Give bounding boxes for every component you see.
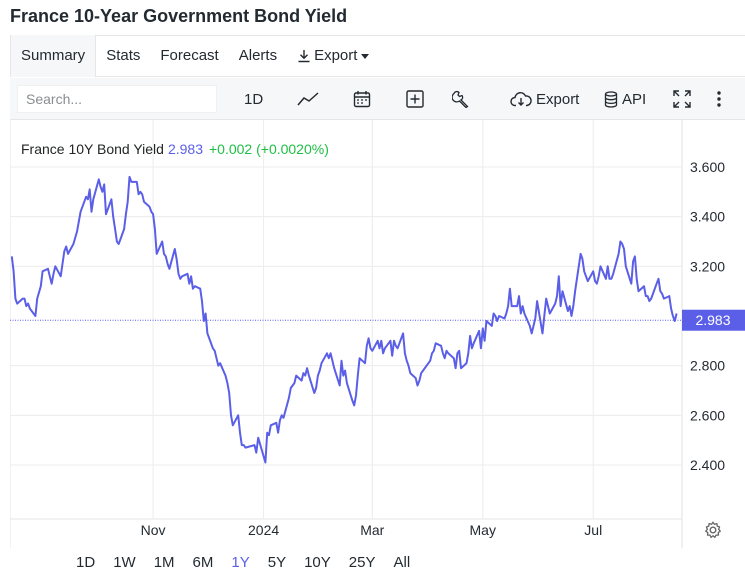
more-options-button[interactable] xyxy=(716,86,722,112)
y-tick-label: 3.400 xyxy=(690,209,725,225)
plus-square-icon xyxy=(406,90,424,108)
tab-summary[interactable]: Summary xyxy=(10,35,97,77)
fullscreen-icon xyxy=(673,90,691,108)
settings-tool-button[interactable] xyxy=(452,86,470,112)
gear-icon xyxy=(705,521,721,539)
tab-stats[interactable]: Stats xyxy=(106,47,141,64)
range-5y[interactable]: 5Y xyxy=(267,554,287,569)
chart-grid xyxy=(10,120,683,548)
chart-legend: France 10Y Bond Yield 2.983 +0.002 (+0.002… xyxy=(21,141,329,157)
y-tick-label: 3.200 xyxy=(690,258,725,274)
x-tick-label: Nov xyxy=(141,522,166,538)
current-value-label: 2.983 xyxy=(695,312,730,328)
y-axis-ticks: 3.600 3.400 3.200 2.800 2.600 2.400 xyxy=(690,159,725,473)
y-tick-label: 2.400 xyxy=(690,457,725,473)
line-chart-icon xyxy=(297,92,319,106)
chart-settings-button[interactable] xyxy=(704,521,722,544)
cloud-download-icon xyxy=(510,92,532,107)
calendar-icon xyxy=(353,91,371,108)
range-6m[interactable]: 6M xyxy=(192,554,214,569)
x-tick-label: Mar xyxy=(360,522,384,538)
range-1d[interactable]: 1D xyxy=(76,554,96,569)
api-label: API xyxy=(622,90,647,108)
y-tick-label: 3.600 xyxy=(690,159,725,175)
range-1y[interactable]: 1Y xyxy=(231,554,250,569)
add-indicator-button[interactable] xyxy=(406,86,424,112)
tab-forecast[interactable]: Forecast xyxy=(160,47,219,64)
range-selector: 1D 1W 1M 6M 1Y 5Y 10Y 25Y All xyxy=(10,548,745,569)
tab-bar: Summary Stats Forecast Alerts Export xyxy=(10,35,745,77)
wrench-icon xyxy=(452,90,469,108)
chart-type-button[interactable] xyxy=(297,86,319,112)
range-all[interactable]: All xyxy=(393,554,411,569)
range-25y[interactable]: 25Y xyxy=(348,554,376,569)
x-axis-ticks: Nov 2024 Mar May Jul xyxy=(141,522,603,538)
more-vertical-icon xyxy=(717,91,721,107)
x-tick-label: 2024 xyxy=(248,522,279,538)
date-range-button[interactable] xyxy=(353,86,371,112)
fullscreen-button[interactable] xyxy=(673,86,691,112)
chart-toolbar: 1D Export API xyxy=(10,78,745,120)
chevron-down-icon xyxy=(361,53,370,59)
legend-change: +0.002 (+0.0020%) xyxy=(209,141,329,157)
export-label: Export xyxy=(536,90,580,108)
search-input[interactable] xyxy=(17,85,217,113)
range-1w[interactable]: 1W xyxy=(113,554,136,569)
legend-series-name: France 10Y Bond Yield xyxy=(21,141,164,157)
x-tick-label: Jul xyxy=(584,522,602,538)
download-icon xyxy=(298,50,310,63)
tab-export-dropdown[interactable]: Export xyxy=(287,35,379,77)
api-button[interactable]: API xyxy=(604,86,646,112)
range-1m[interactable]: 1M xyxy=(153,554,175,569)
page-title: France 10-Year Government Bond Yield xyxy=(10,6,348,26)
interval-button[interactable]: 1D xyxy=(244,86,263,112)
tab-alerts[interactable]: Alerts xyxy=(238,47,278,64)
series-line-yield xyxy=(10,175,678,464)
yield-line-chart: Nov 2024 Mar May Jul 3.600 3.400 3.200 2.800 2.6… xyxy=(10,120,745,548)
interval-label: 1D xyxy=(244,90,264,108)
range-10y[interactable]: 10Y xyxy=(304,554,331,569)
y-tick-label: 2.600 xyxy=(690,407,725,423)
export-chart-button[interactable]: Export xyxy=(510,86,579,112)
database-icon xyxy=(604,90,618,108)
legend-value: 2.983 xyxy=(167,141,203,157)
current-value-badge xyxy=(682,309,745,331)
export-tab-label: Export xyxy=(314,47,358,64)
x-tick-label: May xyxy=(470,522,496,538)
y-tick-label: 2.800 xyxy=(690,358,725,374)
